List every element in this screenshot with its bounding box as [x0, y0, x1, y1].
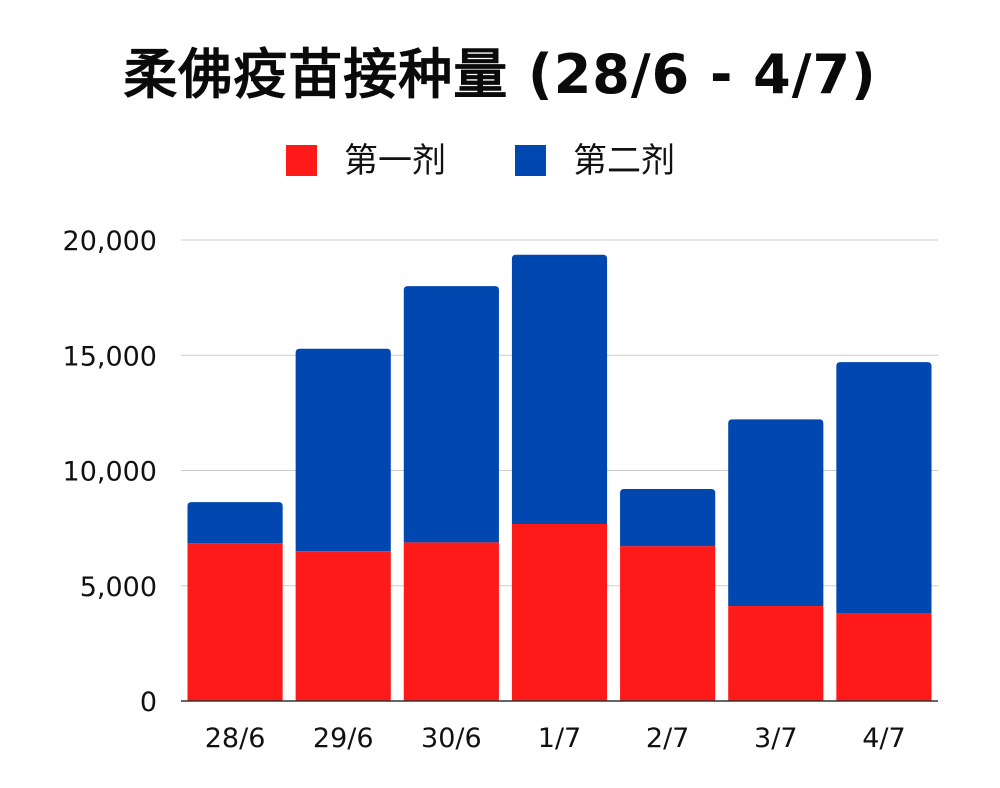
bar-segment — [728, 606, 824, 701]
bar-segment — [836, 613, 932, 701]
y-tick-label: 10,000 — [63, 457, 157, 488]
bar-segment — [620, 488, 716, 547]
bar-segment — [403, 542, 499, 701]
legend-label: 第一剂 — [344, 141, 446, 181]
bar-segment — [728, 419, 824, 607]
legend-swatch — [515, 145, 546, 176]
x-tick-label: 30/6 — [421, 723, 482, 754]
bar-segment — [620, 546, 716, 701]
x-tick-label: 1/7 — [538, 723, 581, 754]
y-tick-label: 20,000 — [63, 226, 157, 257]
y-tick-label: 5,000 — [80, 572, 157, 603]
bar-segment — [511, 523, 608, 701]
bar-segment — [511, 254, 608, 524]
legend-swatch — [286, 145, 317, 176]
bar-segment — [187, 543, 283, 701]
y-tick-label: 0 — [140, 687, 157, 718]
x-tick-label: 28/6 — [205, 723, 266, 754]
bar-segment — [295, 348, 391, 552]
chart-title: 柔佛疫苗接种量 (28/6 - 4/7) — [123, 43, 877, 106]
legend-label: 第二剂 — [573, 141, 675, 181]
y-tick-label: 15,000 — [63, 341, 157, 372]
bar-segment — [187, 502, 283, 544]
bar-segment — [836, 362, 932, 614]
x-tick-label: 2/7 — [646, 723, 689, 754]
bar-segment — [295, 551, 391, 701]
x-tick-label: 3/7 — [754, 723, 797, 754]
x-tick-label: 4/7 — [862, 723, 905, 754]
bar-segment — [403, 286, 499, 543]
x-tick-label: 29/6 — [313, 723, 374, 754]
